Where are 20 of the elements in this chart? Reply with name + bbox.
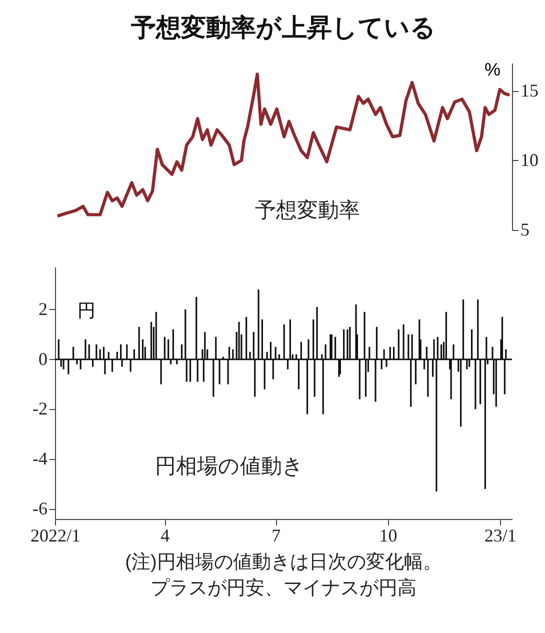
y-tick-label: -6 [32,498,48,519]
x-tick-label: 10 [379,526,398,546]
y-axis-title: % [484,60,500,80]
y-tick-label: 5 [520,220,530,240]
text: プラスが円安、マイナスが円高 [150,577,416,599]
series-label: 円相場の値動き [155,455,304,478]
y-tick-label: 10 [520,150,538,170]
y-tick-label: -2 [32,398,48,419]
y-axis-title: 円 [78,300,96,320]
y-tick-label: 0 [38,348,48,369]
chart-title: 予想変動率が上昇している [130,14,436,42]
text: (注)円相場の値動きは日次の変化幅。 [125,551,442,573]
x-tick-label: 4 [160,526,170,546]
y-tick-label: 2 [38,298,48,319]
series-label: 予想変動率 [255,199,360,222]
x-tick-label: 2022/1 [30,526,81,546]
x-tick-label: 7 [272,526,281,546]
x-tick-label: 23/1 [484,526,516,546]
y-tick-label: -4 [32,448,48,469]
y-tick-label: 15 [520,80,538,100]
